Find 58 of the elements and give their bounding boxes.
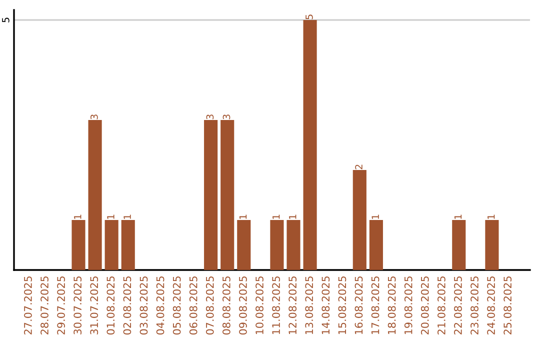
x-tick-label: 25.08.2025 [504,276,512,334]
x-tick-label: 31.07.2025 [90,276,98,334]
x-tick-label: 03.08.2025 [140,276,148,335]
bar [104,220,118,270]
bar [88,120,102,270]
data-label: 3 [222,114,230,120]
x-tick-label: 20.08.2025 [420,276,429,334]
data-label: 1 [124,214,131,219]
x-tick-label: 14.08.2025 [322,276,330,334]
x-tick-label: 15.08.2025 [338,276,346,334]
x-tick-label: 04.08.2025 [156,276,164,335]
x-tick-label: 24.08.2025 [487,276,495,334]
x-tick-label: 21.08.2025 [437,276,446,334]
bar [452,220,466,270]
bar [121,220,135,270]
data-label: 3 [206,114,214,120]
x-tick-label: 23.08.2025 [470,276,478,334]
bar [485,220,499,270]
x-tick-label: 11.08.2025 [272,276,280,334]
x-tick-label: 22.08.2025 [454,276,462,334]
bar [204,120,218,270]
bar [352,170,366,270]
x-tick-label: 17.08.2025 [371,276,380,334]
data-label: 2 [355,164,362,170]
x-tick-label: 30.07.2025 [74,276,82,334]
bar [303,20,317,270]
x-tick-label: 06.08.2025 [189,276,198,335]
x-tick-label: 27.07.2025 [24,276,32,334]
data-label: 3 [90,114,98,120]
x-tick-label: 02.08.2025 [123,276,132,335]
data-label: 1 [488,214,495,219]
data-label: 1 [74,214,82,219]
x-tick-label: 16.08.2025 [354,276,363,334]
x-tick-label: 05.08.2025 [172,276,181,335]
data-label: 1 [289,214,296,219]
x-tick-label: 10.08.2025 [256,276,264,334]
x-tick-label: 28.07.2025 [40,276,48,334]
data-label: 1 [239,214,247,219]
x-tick-label: 09.08.2025 [239,276,247,335]
x-tick-label: 19.08.2025 [404,276,412,334]
x-tick-label: 29.07.2025 [57,276,65,334]
x-tick-label: 01.08.2025 [106,276,115,335]
x-tick-label: 12.08.2025 [288,276,297,334]
bar [369,220,383,270]
x-tick-label: 13.08.2025 [305,276,314,334]
x-tick-label: 08.08.2025 [222,276,230,335]
x-tick-label: 18.08.2025 [388,276,396,334]
bar [270,220,284,270]
data-label: 1 [454,214,462,219]
bar [237,220,251,270]
bar [72,220,86,270]
bar [286,220,300,270]
data-label: 1 [272,214,280,219]
data-label: 1 [372,214,379,219]
data-label: 1 [107,214,114,219]
x-tick-label: 07.08.2025 [206,276,214,335]
data-label: 5 [306,14,313,20]
bar [220,120,234,270]
